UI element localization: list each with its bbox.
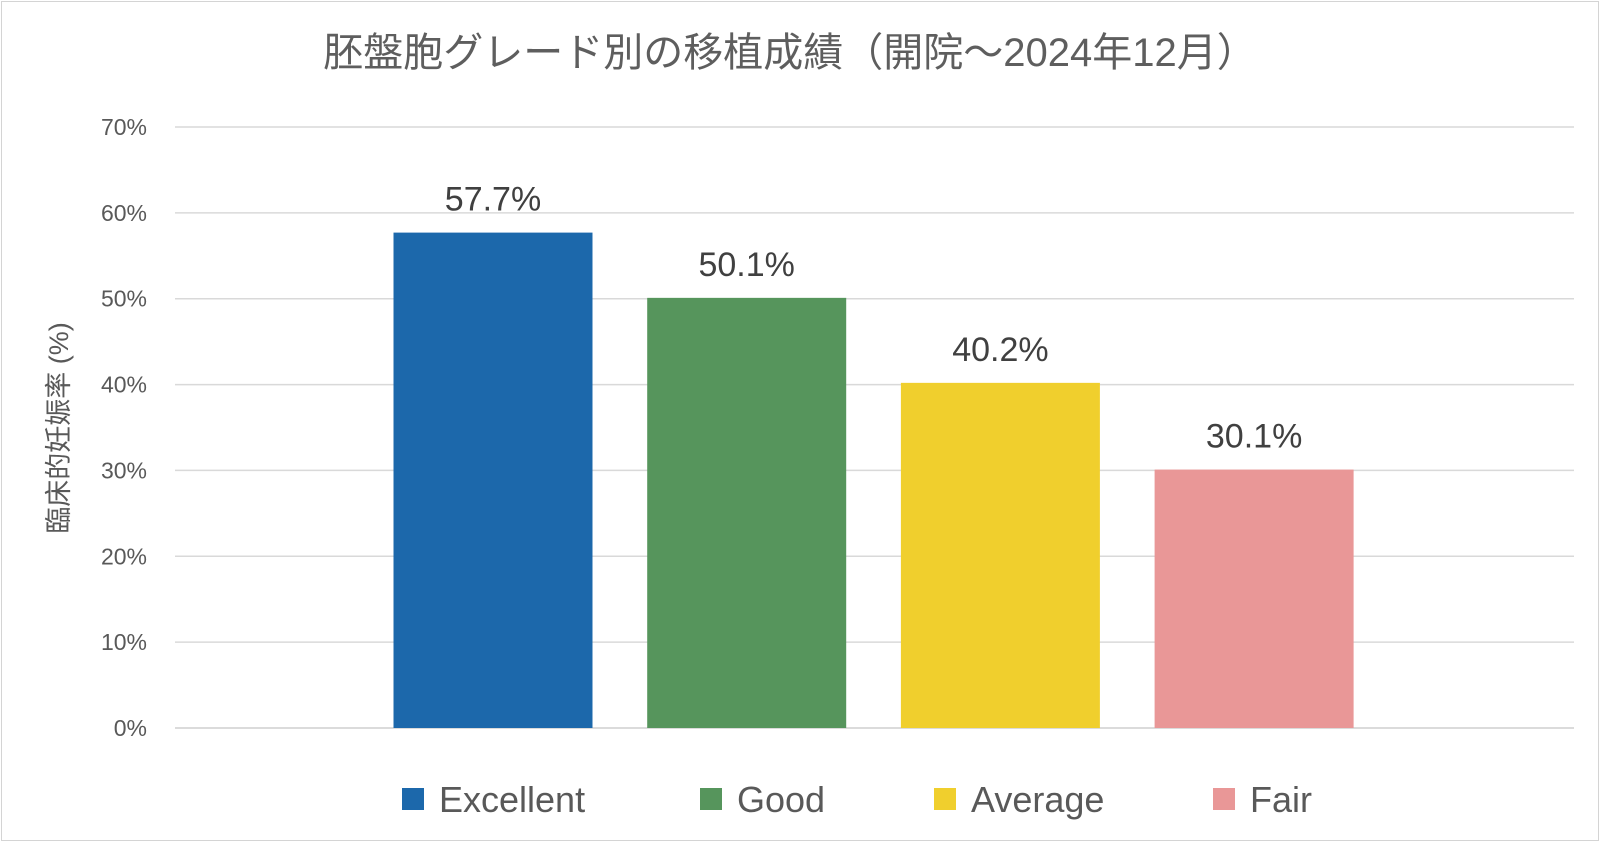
legend: Excellent Good Average Fair [402,779,1312,820]
y-tick-label: 50% [101,286,147,312]
legend-swatch-good [700,788,722,810]
bar-fair [1154,469,1354,728]
y-axis-ticks: 0% 10% 20% 30% 40% 50% 60% 70% [101,114,147,741]
data-label-fair: 30.1% [1206,418,1302,456]
y-tick-label: 0% [114,715,147,741]
bar-good [647,297,847,728]
legend-label-fair: Fair [1250,779,1312,820]
y-tick-label: 20% [101,543,147,569]
legend-swatch-average [934,788,956,810]
legend-label-excellent: Excellent [439,779,585,820]
y-axis-label: 臨床的妊娠率 (%) [44,322,74,534]
data-label-average: 40.2% [952,331,1048,369]
legend-label-good: Good [737,779,825,820]
bar-excellent [393,232,593,728]
bars [393,232,1354,728]
legend-label-average: Average [971,779,1104,820]
legend-swatch-excellent [402,788,424,810]
chart-title: 胚盤胞グレード別の移植成績（開院～2024年12月） [323,31,1256,75]
gridlines [175,126,1574,729]
y-tick-label: 70% [101,114,147,140]
data-labels: 57.7% 50.1% 40.2% 30.1% [445,181,1303,456]
y-tick-label: 40% [101,372,147,398]
y-tick-label: 30% [101,457,147,483]
data-label-excellent: 57.7% [445,181,541,219]
y-tick-label: 10% [101,629,147,655]
y-tick-label: 60% [101,200,147,226]
bar-average [900,382,1100,728]
legend-swatch-fair [1213,788,1235,810]
data-label-good: 50.1% [698,246,794,284]
